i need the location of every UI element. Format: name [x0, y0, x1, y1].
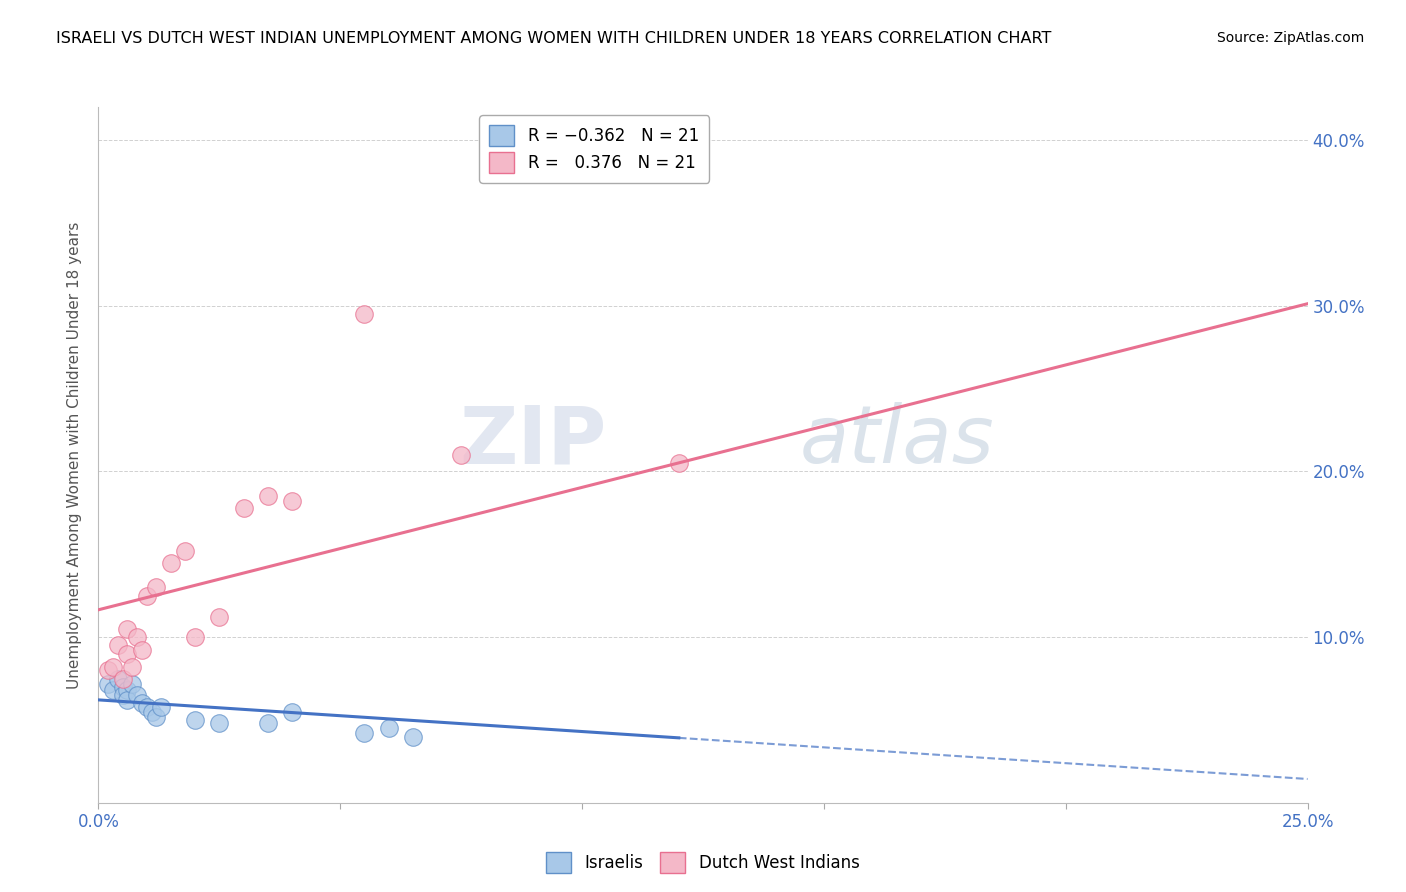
Point — [232, 500, 254, 515]
Point — [256, 716, 278, 731]
Point — [377, 721, 399, 735]
Point — [184, 630, 207, 644]
Point — [160, 556, 183, 570]
Point — [208, 610, 231, 624]
Point — [174, 544, 197, 558]
Point — [127, 688, 149, 702]
Text: atlas: atlas — [800, 402, 994, 480]
Point — [281, 494, 304, 508]
Point — [97, 663, 120, 677]
Point — [117, 693, 139, 707]
Point — [353, 307, 375, 321]
Point — [101, 683, 124, 698]
Point — [117, 647, 139, 661]
Point — [101, 660, 124, 674]
Point — [256, 489, 278, 503]
Point — [668, 456, 690, 470]
Point — [145, 581, 167, 595]
Point — [281, 705, 304, 719]
Point — [353, 726, 375, 740]
Point — [107, 672, 129, 686]
Point — [208, 716, 231, 731]
Point — [135, 699, 157, 714]
Point — [402, 730, 425, 744]
Legend: R = −0.362   N = 21, R =   0.376   N = 21: R = −0.362 N = 21, R = 0.376 N = 21 — [479, 115, 709, 183]
Point — [141, 705, 163, 719]
Point — [135, 589, 157, 603]
Text: Source: ZipAtlas.com: Source: ZipAtlas.com — [1216, 31, 1364, 45]
Text: ISRAELI VS DUTCH WEST INDIAN UNEMPLOYMENT AMONG WOMEN WITH CHILDREN UNDER 18 YEA: ISRAELI VS DUTCH WEST INDIAN UNEMPLOYMEN… — [56, 31, 1052, 46]
Point — [111, 688, 134, 702]
Point — [131, 697, 153, 711]
Point — [145, 709, 167, 723]
Point — [111, 680, 134, 694]
Point — [121, 676, 143, 690]
Point — [107, 639, 129, 653]
Legend: Israelis, Dutch West Indians: Israelis, Dutch West Indians — [540, 846, 866, 880]
Point — [117, 683, 139, 698]
Point — [184, 713, 207, 727]
Point — [450, 448, 472, 462]
Point — [97, 676, 120, 690]
Point — [111, 672, 134, 686]
Point — [117, 622, 139, 636]
Text: ZIP: ZIP — [458, 402, 606, 480]
Point — [127, 630, 149, 644]
Point — [150, 699, 173, 714]
Y-axis label: Unemployment Among Women with Children Under 18 years: Unemployment Among Women with Children U… — [67, 221, 83, 689]
Point — [121, 660, 143, 674]
Point — [131, 643, 153, 657]
